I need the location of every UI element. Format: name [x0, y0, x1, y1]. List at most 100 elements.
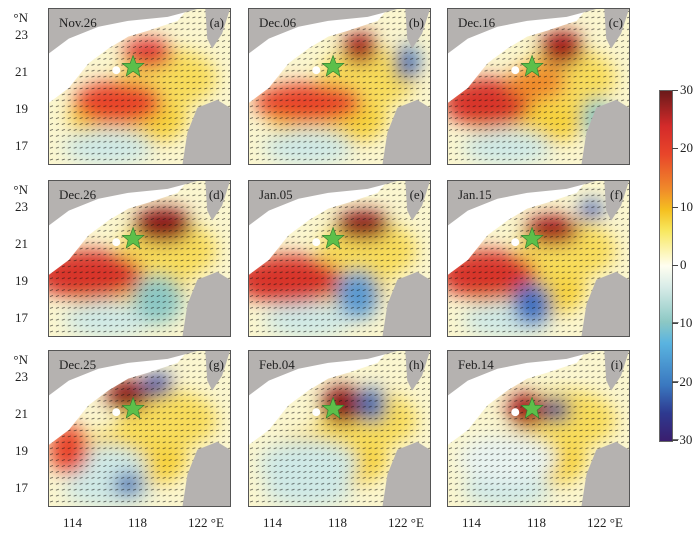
- land-taiwan: [405, 351, 430, 391]
- panel-label: (f): [610, 187, 623, 202]
- land-china: [448, 181, 597, 226]
- lat-tick: 19: [15, 273, 28, 288]
- lon-tick: 114: [263, 515, 283, 530]
- lon-tick: 118: [527, 515, 547, 530]
- station-star-icon: [121, 226, 145, 249]
- land-taiwan: [205, 181, 230, 221]
- colorbar-label: −20: [672, 373, 693, 389]
- station-star-icon: [321, 396, 345, 419]
- land-taiwan: [205, 9, 230, 49]
- station-star-icon: [121, 396, 145, 419]
- land-china: [49, 181, 198, 226]
- lat-unit: °N: [13, 10, 28, 25]
- land-taiwan: [604, 351, 629, 391]
- panel-label: (g): [208, 357, 224, 372]
- land-taiwan: [205, 351, 230, 391]
- lat-tick: 17: [15, 138, 28, 153]
- panel-label: (h): [408, 357, 424, 372]
- lat-tick: 21: [15, 64, 28, 79]
- lon-tick: 122 °E: [188, 515, 224, 530]
- lat-tick: 19: [15, 443, 28, 458]
- lon-tick: 114: [63, 515, 83, 530]
- land-china: [249, 9, 398, 54]
- land-china: [49, 351, 198, 396]
- lat-tick: 19: [15, 101, 28, 116]
- land-luzon: [182, 271, 230, 336]
- panel-date: Feb.14: [458, 357, 494, 372]
- map-panel-b: Dec.06 (b): [248, 8, 431, 165]
- map-panel-c: Dec.16 (c): [447, 8, 630, 165]
- panel-date: Dec.16: [458, 15, 496, 30]
- land-taiwan: [604, 9, 629, 49]
- land-luzon: [382, 271, 430, 336]
- colorbar-label: 0: [680, 257, 687, 272]
- map-panel-e: Jan.05 (e): [248, 180, 431, 337]
- panel-label: (d): [208, 187, 224, 202]
- land-luzon: [382, 441, 430, 506]
- panel-date: Jan.05: [259, 187, 293, 202]
- station-star-icon: [520, 396, 544, 419]
- land-china: [448, 9, 597, 54]
- colorbar-label: 10: [680, 198, 693, 214]
- lat-tick: 21: [15, 236, 28, 251]
- panel-date: Dec.06: [259, 15, 297, 30]
- panel-date: Jan.15: [458, 187, 492, 202]
- land-taiwan: [604, 181, 629, 221]
- land-luzon: [182, 441, 230, 506]
- panel-label: (a): [209, 15, 224, 30]
- map-panel-h: Feb.04 (h): [248, 350, 431, 507]
- colorbar-tick: [672, 265, 678, 266]
- land-taiwan: [405, 9, 430, 49]
- map-panel-f: Jan.15 (f): [447, 180, 630, 337]
- lon-tick: 114: [462, 515, 482, 530]
- land-luzon: [581, 99, 629, 164]
- lat-tick: 23: [15, 369, 28, 384]
- station-star-icon: [121, 54, 145, 77]
- land-luzon: [581, 441, 629, 506]
- lat-tick: 23: [15, 27, 28, 42]
- land-china: [249, 181, 398, 226]
- station-star-icon: [321, 54, 345, 77]
- map-panel-a: Nov.26 (a): [48, 8, 231, 165]
- colorbar: [659, 90, 673, 442]
- lat-tick: 23: [15, 199, 28, 214]
- colorbar-label: 30: [680, 82, 693, 97]
- panel-label: (i): [610, 357, 623, 372]
- panel-date: Feb.04: [259, 357, 295, 372]
- map-panel-d: Dec.26 (d): [48, 180, 231, 337]
- map-panel-g: Dec.25 (g): [48, 350, 231, 507]
- lon-tick: 122 °E: [587, 515, 623, 530]
- panel-label: (e): [409, 187, 424, 202]
- colorbar-label: −30: [672, 432, 693, 447]
- panel-date: Dec.25: [59, 357, 97, 372]
- panel-date: Dec.26: [59, 187, 97, 202]
- panel-label: (b): [408, 15, 424, 30]
- colorbar-tick: [672, 90, 678, 91]
- colorbar-tick: [672, 148, 678, 150]
- lon-tick: 118: [128, 515, 148, 530]
- lat-tick: 21: [15, 406, 28, 421]
- lon-tick: 122 °E: [388, 515, 424, 530]
- panel-label: (c): [608, 15, 623, 30]
- lat-unit: °N: [13, 352, 28, 367]
- lat-unit: °N: [13, 182, 28, 197]
- land-luzon: [182, 99, 230, 164]
- colorbar-tick: [672, 440, 678, 441]
- lat-tick: 17: [15, 480, 28, 495]
- land-china: [49, 9, 198, 54]
- map-panel-i: Feb.14 (i): [447, 350, 630, 507]
- land-luzon: [581, 271, 629, 336]
- land-china: [249, 351, 398, 396]
- station-star-icon: [520, 226, 544, 249]
- panel-date: Nov.26: [59, 15, 97, 30]
- colorbar-tick: [672, 381, 678, 383]
- land-luzon: [382, 99, 430, 164]
- colorbar-tick: [672, 323, 678, 325]
- station-star-icon: [520, 54, 544, 77]
- colorbar-label: −10: [672, 315, 693, 331]
- land-taiwan: [405, 181, 430, 221]
- station-star-icon: [321, 226, 345, 249]
- lat-tick: 17: [15, 310, 28, 325]
- colorbar-tick: [672, 206, 678, 208]
- land-china: [448, 351, 597, 396]
